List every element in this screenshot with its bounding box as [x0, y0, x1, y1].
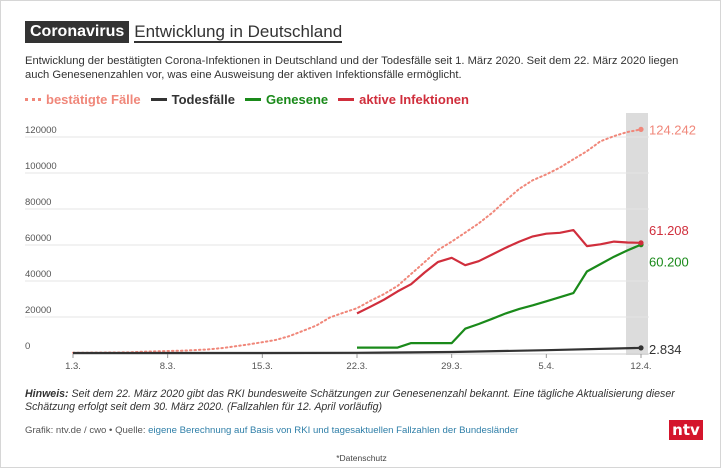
category-tag: Coronavirus: [25, 21, 130, 43]
source-line: Grafik: ntv.de / cwo • Quelle: eigene Be…: [25, 425, 518, 436]
series-end-label: 61.208: [649, 223, 689, 238]
legend-swatch: [244, 98, 261, 101]
privacy-link[interactable]: *Datenschutz: [336, 453, 387, 463]
legend-swatch: [25, 98, 41, 101]
chart-subtitle: Entwicklung der bestätigten Corona-Infek…: [25, 55, 679, 81]
x-tick-label: 15.3.: [252, 361, 273, 372]
legend-swatch: [338, 98, 355, 101]
legend: bestätigte Fälle Todesfälle Genesene aktive…: [25, 92, 479, 107]
legend-label: bestätigte Fälle: [46, 92, 141, 107]
series-end-point: [638, 345, 644, 351]
y-tick-label: 0: [25, 341, 30, 352]
series-line: [72, 128, 642, 354]
chart-title: Entwicklung in Deutschland: [134, 21, 343, 43]
series-end-point: [638, 126, 644, 132]
series-line: [73, 346, 642, 355]
legend-label: aktive Infektionen: [359, 92, 469, 107]
series-end-label: 60.200: [649, 255, 689, 270]
y-tick-label: 100000: [25, 161, 57, 172]
title-row: Coronavirus Entwicklung in Deutschland: [25, 21, 343, 43]
source-link[interactable]: eigene Berechnung auf Basis von RKI und …: [148, 425, 519, 436]
ntv-logo[interactable]: ntv: [669, 420, 703, 440]
legend-label: Todesfälle: [171, 92, 235, 107]
x-tick-label: 8.3.: [160, 361, 176, 372]
series-line: [357, 243, 642, 349]
source-prefix: Grafik: ntv.de / cwo • Quelle:: [25, 425, 149, 436]
last-day-highlight: [626, 113, 648, 355]
y-tick-label: 40000: [25, 269, 51, 280]
y-tick-label: 80000: [25, 197, 51, 208]
x-tick-label: 22.3.: [346, 361, 367, 372]
y-tick-label: 60000: [25, 233, 51, 244]
legend-label: Genesene: [265, 92, 329, 107]
legend-item: aktive Infektionen: [338, 92, 469, 107]
legend-item: Todesfälle: [150, 92, 235, 107]
series-end-label: 2.834: [649, 342, 682, 357]
y-tick-label: 120000: [25, 125, 57, 136]
legend-swatch: [150, 98, 167, 101]
x-tick-label: 12.4.: [630, 361, 651, 372]
legend-item: bestätigte Fälle: [25, 92, 141, 107]
note-label: Hinweis:: [25, 388, 69, 400]
series-end-label: 124.242: [649, 122, 696, 137]
x-tick-label: 5.4.: [538, 361, 554, 372]
legend-item: Genesene: [244, 92, 329, 107]
x-tick-label: 1.3.: [65, 361, 81, 372]
series-line: [356, 229, 642, 315]
y-tick-label: 20000: [25, 305, 51, 316]
chart-note: Hinweis: Seit dem 22. März 2020 gibt das…: [25, 388, 705, 414]
x-tick-label: 29.3.: [441, 361, 462, 372]
series-end-point: [638, 240, 644, 246]
note-text: Seit dem 22. März 2020 gibt das RKI bund…: [25, 388, 675, 413]
